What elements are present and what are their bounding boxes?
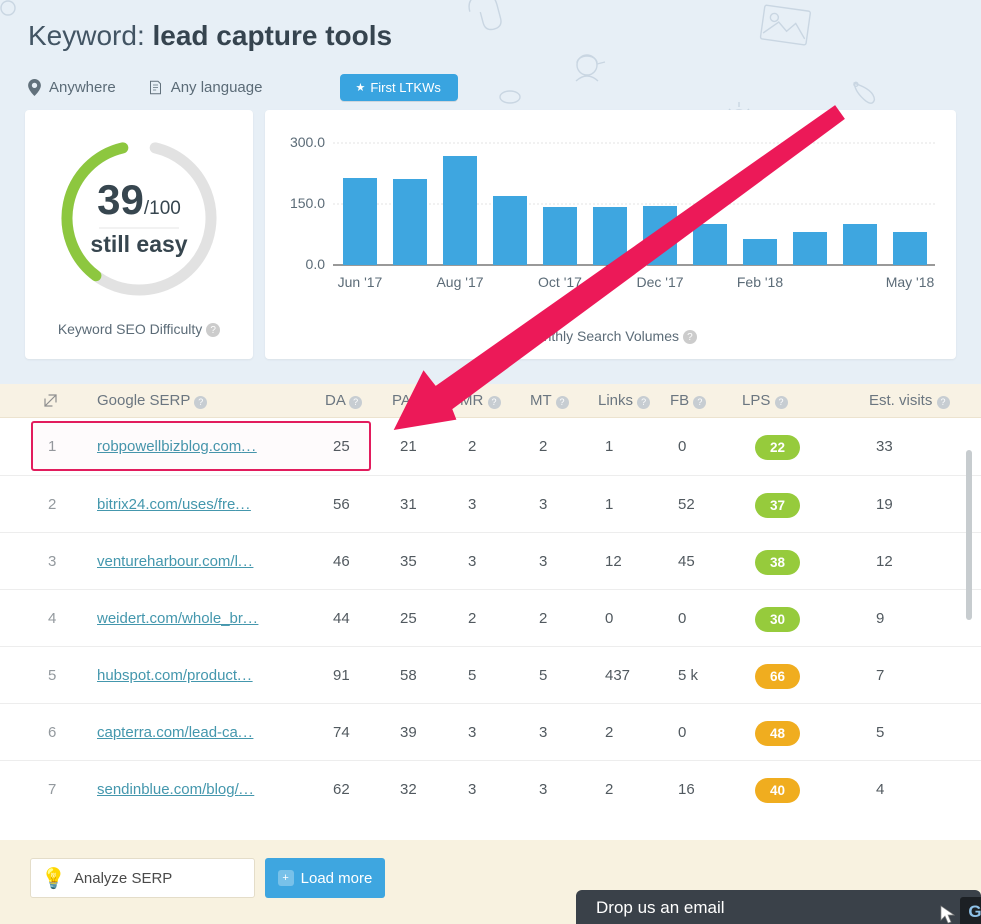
svg-text:still easy: still easy bbox=[90, 231, 187, 257]
svg-text:0.0: 0.0 bbox=[306, 256, 326, 272]
svg-text:39/100: 39/100 bbox=[97, 176, 181, 223]
svg-text:Aug '17: Aug '17 bbox=[436, 274, 483, 290]
svg-text:Feb '18: Feb '18 bbox=[737, 274, 783, 290]
svg-text:Dec '17: Dec '17 bbox=[636, 274, 683, 290]
svg-text:Oct '17: Oct '17 bbox=[538, 274, 582, 290]
svg-text:Jun '17: Jun '17 bbox=[338, 274, 383, 290]
svg-text:300.0: 300.0 bbox=[290, 134, 325, 150]
svg-text:150.0: 150.0 bbox=[290, 195, 325, 211]
svg-text:May '18: May '18 bbox=[886, 274, 935, 290]
